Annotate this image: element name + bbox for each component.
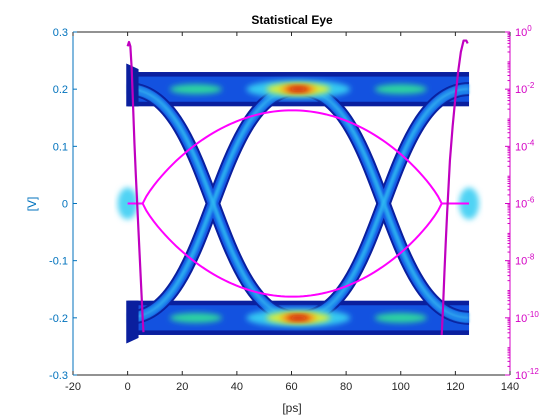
x-tick-label: 40 <box>231 381 243 393</box>
y2-tick-exponent: -6 <box>527 196 535 205</box>
y2-tick-base: 10 <box>515 141 527 153</box>
eye-contour-lower <box>141 203 443 298</box>
y-tick-label: -0.2 <box>49 313 68 325</box>
y-axis-label: [V] <box>25 197 39 212</box>
y-tick-label: 0.1 <box>53 141 68 153</box>
x-tick-label: 60 <box>285 381 297 393</box>
y2-tick-base: 10 <box>515 84 527 96</box>
x-tick-label: 100 <box>392 381 410 393</box>
overlay-layer <box>126 39 470 336</box>
crossing-trace <box>127 88 299 319</box>
rail-density <box>169 84 222 95</box>
bathtub-curve-left <box>126 40 145 333</box>
y-tick-label: -0.3 <box>49 370 68 382</box>
y2-tick-base: 10 <box>515 27 527 39</box>
x-tick-label: 140 <box>501 381 519 393</box>
y2-tick-base: 10 <box>515 199 527 211</box>
x-tick-label: 120 <box>446 381 464 393</box>
y-tick-label: -0.1 <box>49 256 68 268</box>
y2-tick-exponent: -2 <box>527 81 535 90</box>
y2-tick-exponent: -10 <box>527 310 539 319</box>
y2-tick-label: 10-2 <box>515 81 535 96</box>
y2-tick-base: 10 <box>515 313 527 325</box>
crossing-trace <box>298 84 470 316</box>
y2-tick-exponent: -12 <box>527 367 539 376</box>
x-tick-label: 20 <box>176 381 188 393</box>
x-tick-label: -20 <box>65 381 81 393</box>
crossing-trace <box>298 91 470 323</box>
chart-title: Statistical Eye <box>251 13 333 27</box>
y2-tick-base: 10 <box>515 370 527 382</box>
crossing-trace <box>298 88 470 319</box>
bathtub-curve-right <box>440 39 469 336</box>
rail-density <box>169 312 222 323</box>
rail-edge <box>126 300 139 344</box>
rail-density <box>374 84 427 95</box>
y-tick-label: 0.3 <box>53 27 68 39</box>
axes-layer: -20 0 20 40 60 80 100 120 140-0.3-0.2-0.100.10.2… <box>49 24 539 393</box>
rail-density <box>374 312 427 323</box>
crossing-trace <box>127 91 299 323</box>
y2-tick-exponent: -4 <box>527 138 535 147</box>
y2-tick-label: 10-8 <box>515 253 535 268</box>
x-axis-label: [ps] <box>282 401 301 415</box>
y2-tick-base: 10 <box>515 256 527 268</box>
y-tick-label: 0 <box>62 199 68 211</box>
x-tick-label: 80 <box>340 381 352 393</box>
x-tick-label: 0 <box>125 381 131 393</box>
y-tick-label: 0.2 <box>53 84 68 96</box>
rail-density-peak <box>287 86 310 92</box>
crossing-trace <box>127 84 299 316</box>
y2-tick-label: 10-4 <box>515 138 535 153</box>
eye-density-layer <box>117 63 480 344</box>
y2-tick-exponent: 0 <box>527 24 532 33</box>
y2-tick-exponent: -8 <box>527 253 535 262</box>
rail-density-peak <box>287 315 310 321</box>
y2-tick-label: 10-10 <box>515 310 539 325</box>
y2-tick-label: 100 <box>515 24 532 39</box>
y2-tick-label: 10-6 <box>515 196 535 211</box>
eye-contour-upper <box>141 109 443 204</box>
y2-tick-label: 10-12 <box>515 367 539 382</box>
